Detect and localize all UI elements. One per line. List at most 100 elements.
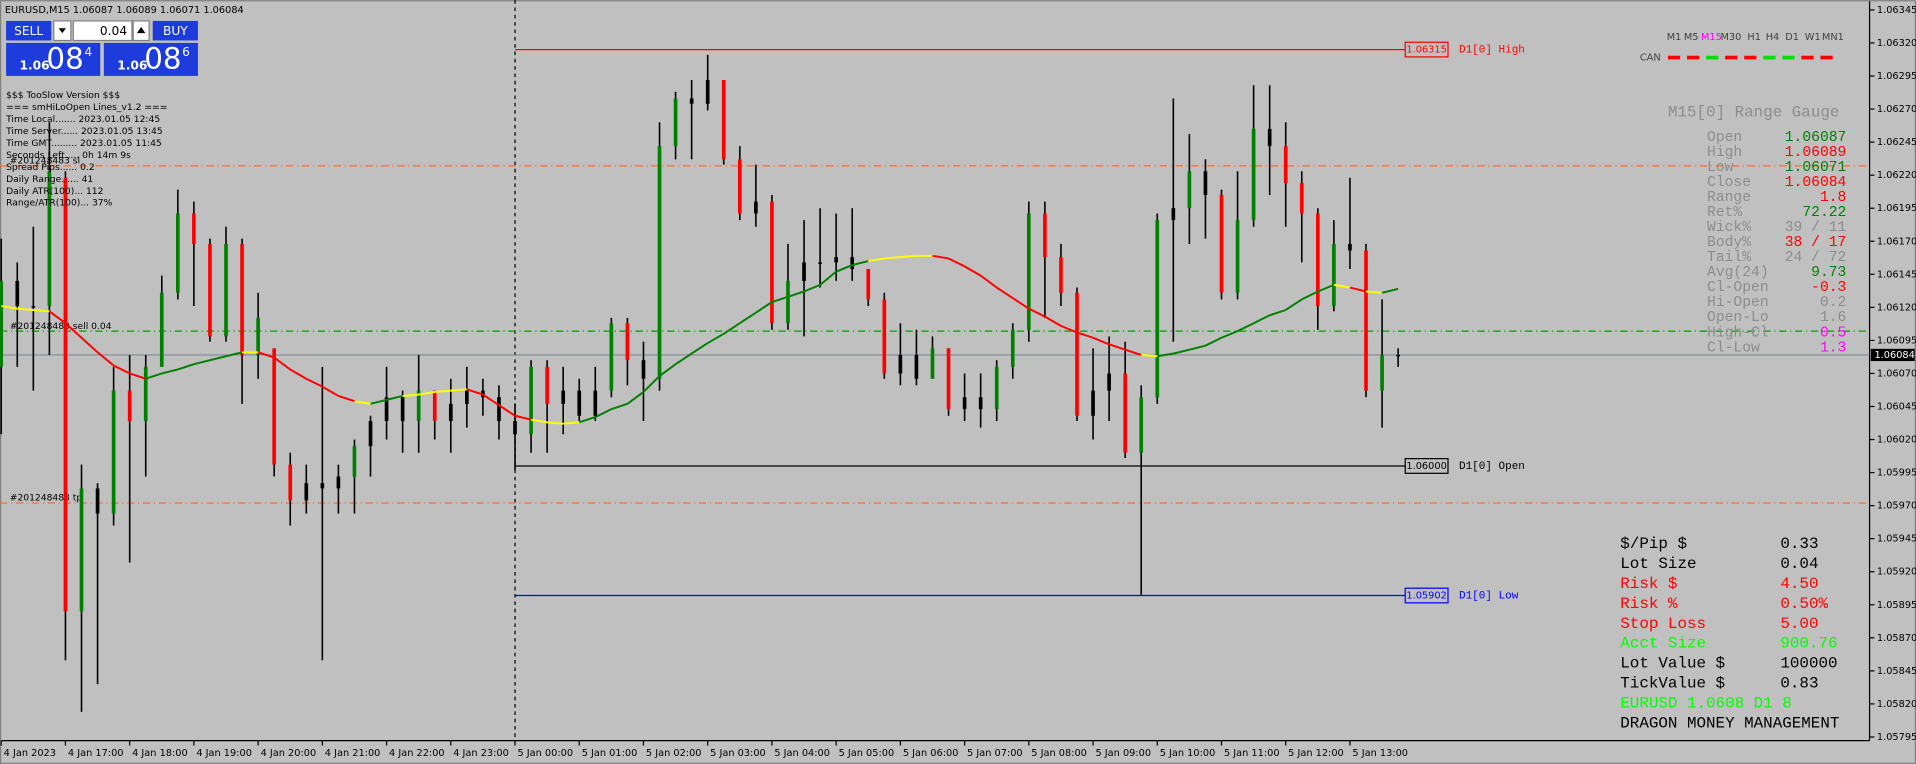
- ma-segment: [1060, 324, 1078, 334]
- lot-value[interactable]: 0.04: [100, 24, 127, 38]
- ma-segment: [1028, 307, 1046, 318]
- gauge-title: M15[0] Range Gauge: [1668, 104, 1839, 122]
- level-price-label: 1.06000: [1406, 461, 1446, 472]
- candle-body: [1123, 373, 1127, 453]
- money-label: Risk %: [1620, 595, 1678, 613]
- ma-segment: [1141, 353, 1158, 358]
- candle-body: [673, 98, 678, 147]
- level-name: D1[0] Open: [1459, 461, 1525, 473]
- ma-segment: [530, 418, 548, 424]
- x-tick-label: 4 Jan 20:00: [261, 748, 317, 759]
- candle-body: [448, 403, 453, 422]
- ask-pips: 08: [144, 42, 181, 76]
- buy-button-label[interactable]: BUY: [163, 24, 188, 38]
- y-tick-label: 1.05895: [1877, 600, 1916, 611]
- ma-segment: [1173, 348, 1190, 355]
- can-dash: [1744, 55, 1757, 60]
- candle-body: [946, 348, 951, 410]
- ma-segment: [1124, 348, 1142, 356]
- order-label: #201248483 tp: [10, 493, 83, 504]
- ma-segment: [1076, 331, 1094, 339]
- timeframe-button[interactable]: H1: [1747, 32, 1761, 43]
- ma-segment: [1, 305, 18, 310]
- candle-body: [0, 280, 4, 367]
- timeframe-button[interactable]: M5: [1684, 32, 1699, 43]
- candle-body: [15, 280, 20, 307]
- candle-body: [1396, 354, 1400, 357]
- can-dash: [1706, 55, 1719, 60]
- down-arrow-icon: [58, 28, 66, 34]
- timeframe-button[interactable]: D1: [1785, 32, 1799, 43]
- gauge-value: 9.73: [1811, 265, 1846, 281]
- candle-body: [497, 397, 501, 422]
- ma-segment: [305, 377, 323, 388]
- chart-header: EURUSD,M15 1.06087 1.06089 1.06071 1.060…: [5, 5, 244, 16]
- timeframe-button[interactable]: M30: [1720, 32, 1741, 43]
- candle-body: [850, 257, 855, 270]
- ma-segment: [1092, 336, 1110, 346]
- gauge-value: 1.8: [1820, 190, 1846, 206]
- ma-segment: [932, 254, 949, 260]
- buy-button[interactable]: [152, 20, 198, 41]
- candle-body: [529, 366, 533, 435]
- money-label: Risk $: [1620, 575, 1677, 593]
- timeframe-button[interactable]: W1: [1805, 32, 1821, 43]
- money-line: DRAGON MONEY MANAGEMENT: [1620, 714, 1839, 732]
- candle-body: [208, 243, 212, 337]
- ma-segment: [370, 398, 387, 405]
- timeframe-button[interactable]: H4: [1766, 32, 1780, 43]
- candle-body: [994, 366, 999, 410]
- candle-body: [561, 390, 566, 404]
- sell-button-label[interactable]: SELL: [14, 24, 43, 38]
- x-tick-label: 5 Jan 07:00: [967, 748, 1023, 759]
- bid-price-label: 1.06084: [1874, 350, 1914, 361]
- timeframe-button[interactable]: M15: [1701, 32, 1722, 43]
- candle-body: [705, 79, 710, 104]
- candle-body: [882, 299, 887, 374]
- money-value: 0.83: [1780, 675, 1818, 693]
- candle-body: [609, 323, 614, 391]
- ma-segment: [1189, 344, 1206, 351]
- bid-box[interactable]: [6, 42, 101, 76]
- info-line: Time GMT......... 2023.01.05 11:45: [5, 138, 162, 149]
- candle-body: [63, 177, 68, 612]
- candle-body: [1316, 213, 1320, 307]
- y-tick-label: 1.06270: [1877, 104, 1916, 115]
- can-dash: [1801, 55, 1814, 60]
- ma-segment: [1333, 283, 1351, 289]
- ma-segment: [1269, 309, 1287, 317]
- info-line: $$$ TooSlow Version $$$: [6, 90, 120, 101]
- ma-segment: [482, 393, 500, 406]
- ma-segment: [787, 290, 805, 298]
- x-tick-label: 4 Jan 22:00: [389, 748, 445, 759]
- ask-box[interactable]: [103, 42, 198, 76]
- timeframe-button[interactable]: MN1: [1822, 32, 1844, 43]
- candle-body: [1155, 220, 1160, 398]
- candle-body: [432, 390, 437, 422]
- ma-segment: [1381, 287, 1399, 294]
- lot-input[interactable]: [72, 20, 133, 42]
- x-tick-label: 5 Jan 09:00: [1095, 748, 1151, 759]
- y-tick-label: 1.06195: [1877, 203, 1916, 214]
- candle-body: [1299, 183, 1304, 214]
- ma-segment: [1108, 343, 1126, 351]
- x-tick-label: 5 Jan 10:00: [1160, 748, 1216, 759]
- timeframe-button[interactable]: M1: [1667, 32, 1682, 43]
- ma-segment: [1205, 336, 1222, 347]
- candle-body: [930, 348, 935, 379]
- x-tick-label: 5 Jan 01:00: [582, 748, 638, 759]
- y-tick-label: 1.06245: [1877, 137, 1916, 148]
- candle-body: [1203, 171, 1208, 195]
- gauge-value: 1.06087: [1785, 130, 1847, 146]
- x-tick-label: 4 Jan 17:00: [68, 748, 124, 759]
- sell-button[interactable]: [6, 20, 52, 41]
- can-dash: [1687, 55, 1700, 60]
- ma-segment: [289, 368, 307, 380]
- level-price-label: 1.05902: [1406, 591, 1446, 602]
- gauge-label: Ret%: [1707, 205, 1742, 221]
- x-tick-label: 4 Jan 23:00: [453, 748, 509, 759]
- candle-body: [1139, 397, 1144, 453]
- candle-body: [1043, 213, 1047, 258]
- ma-segment: [209, 355, 227, 362]
